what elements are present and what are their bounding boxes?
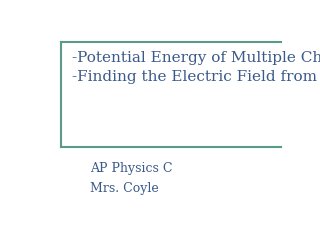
Text: AP Physics C: AP Physics C	[90, 162, 172, 175]
Text: -Potential Energy of Multiple Charges
-Finding the Electric Field from the Elect: -Potential Energy of Multiple Charges -F…	[72, 51, 320, 84]
Text: Mrs. Coyle: Mrs. Coyle	[90, 182, 158, 195]
